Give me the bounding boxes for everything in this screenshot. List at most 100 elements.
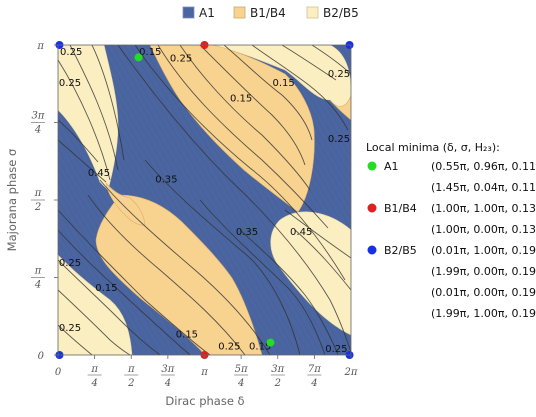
x-tick-label: π — [90, 364, 98, 375]
contour-label: 0.15 — [230, 94, 252, 105]
y-tick-denominator: 4 — [34, 125, 41, 136]
contour-label: 0.25 — [59, 258, 81, 269]
minima-legend-value: (1.00π, 0.00π, 0.13) — [431, 223, 536, 236]
contour-label: 0.25 — [325, 344, 347, 355]
region-b1b4-right-edge — [329, 95, 351, 121]
contour-label: 0.25 — [218, 342, 240, 353]
texture-line — [273, 45, 351, 179]
minima-legend-value: (1.99π, 1.00π, 0.19) — [431, 307, 536, 320]
minimum-point — [134, 53, 143, 62]
x-tick-denominator: 2 — [274, 378, 281, 389]
contour-line — [69, 45, 119, 171]
legend-swatch-b1b4 — [233, 6, 246, 19]
contour-line — [223, 45, 313, 141]
contour-line — [58, 324, 93, 355]
region-b1b4-bridge — [105, 181, 146, 226]
y-tick-label: 0 — [38, 351, 45, 362]
texture-line — [105, 45, 287, 355]
contour-label: 0.45 — [290, 227, 312, 238]
texture-line — [58, 168, 167, 355]
x-tick-denominator: 4 — [164, 378, 171, 389]
legend-swatch-a1 — [182, 6, 195, 19]
x-tick-denominator: 4 — [237, 378, 244, 389]
texture-line — [117, 45, 299, 355]
contour-line — [58, 59, 111, 181]
minima-legend-rows: A1 (0.55π, 0.96π, 0.11) (1.45π, 0.04π, 0.1… — [367, 160, 536, 320]
contour-line — [294, 229, 351, 291]
minima-legend-value: (0.01π, 1.00π, 0.19) — [431, 244, 536, 257]
contour-line — [58, 119, 99, 163]
contour-line — [117, 45, 351, 353]
contour-label: 0.45 — [88, 168, 110, 179]
contour-label: 0.25 — [60, 47, 82, 58]
minima-legend-dot — [367, 203, 377, 213]
contour-line — [251, 45, 349, 131]
y-axis-ticks: 0 π 4 π 2 3π 4 π — [31, 41, 58, 362]
region-b2b5-bottom-left — [58, 254, 133, 355]
minima-legend-value: (1.99π, 0.00π, 0.19) — [431, 265, 536, 278]
contour-label: 0.15 — [249, 342, 271, 353]
legend-label-b2b5: B2/B5 — [323, 6, 359, 20]
minima-legend-value: (0.55π, 0.96π, 0.11) — [431, 160, 536, 173]
x-tick-label: 2π — [344, 367, 358, 378]
texture-line — [58, 158, 173, 355]
x-tick-label: π — [200, 367, 208, 378]
x-tick-label: 7π — [308, 364, 321, 375]
contour-line — [239, 229, 339, 355]
y-tick-label: π — [34, 266, 42, 277]
region-b2b5-right — [270, 211, 351, 336]
contour-label: 0.35 — [155, 174, 177, 185]
minima-legend-dot — [367, 245, 377, 255]
texture-line — [58, 178, 161, 355]
contour-label: 0.25 — [59, 78, 81, 89]
x-tick-label: 3π — [271, 364, 284, 375]
x-tick-label: 3π — [161, 364, 174, 375]
x-tick-denominator: 2 — [127, 378, 134, 389]
minima-legend-value: (1.45π, 0.04π, 0.11) — [431, 181, 536, 194]
minima-legend: Local minima (δ, σ, H₂₃): A1 (0.55π, 0.96… — [366, 141, 536, 320]
contour-line — [281, 45, 337, 81]
region-legend: A1 B1/B4 B2/B5 — [182, 6, 359, 20]
contour-line — [58, 259, 161, 355]
contour-label: 0.25 — [59, 323, 81, 334]
texture-line — [0, 45, 4, 355]
legend-label-a1: A1 — [199, 6, 215, 20]
y-tick-label: π — [36, 41, 44, 52]
contour-line — [58, 209, 211, 355]
legend-label-b1b4: B1/B4 — [250, 6, 286, 20]
texture-line — [123, 45, 305, 355]
minima-legend-dot — [367, 161, 377, 171]
texture-line — [129, 45, 311, 355]
contour-line — [199, 199, 326, 355]
contour-line — [58, 139, 107, 183]
contour-line — [284, 209, 351, 259]
x-tick-denominator: 4 — [90, 378, 97, 389]
contour-labels: 0.25 0.15 0.25 0.25 0.15 0.15 0.25 0.25 0.45 0.35… — [59, 47, 350, 355]
x-tick-label: 0 — [55, 367, 62, 378]
x-tick-label: π — [127, 364, 135, 375]
minima-legend-name: B1/B4 — [384, 202, 417, 215]
contour-line — [99, 179, 271, 355]
x-tick-denominator: 4 — [310, 378, 317, 389]
contour-label: 0.25 — [328, 134, 350, 145]
texture-line — [99, 45, 281, 355]
x-axis-ticks: 0 π 4 π 2 3π 4 π 5π 4 3π 2 7π 4 2π — [55, 355, 358, 389]
region-b1b4-middle — [95, 194, 263, 355]
contour-line — [311, 45, 351, 75]
minima-legend-value: (1.00π, 1.00π, 0.13) — [431, 202, 536, 215]
contour-line — [144, 159, 301, 355]
texture-line — [279, 45, 351, 168]
contour-label: 0.15 — [139, 47, 161, 58]
x-tick-label: 5π — [235, 364, 248, 375]
contour-line — [87, 194, 246, 355]
texture-line — [285, 45, 351, 158]
y-axis-title: Majorana phase σ — [5, 149, 19, 252]
y-tick-label: π — [34, 188, 42, 199]
minima-legend-title: Local minima (δ, σ, H₂₃): — [366, 141, 500, 154]
contour-label: 0.25 — [170, 53, 192, 64]
contour-line — [134, 45, 346, 281]
y-tick-denominator: 2 — [34, 202, 41, 213]
contour-line — [199, 45, 306, 166]
contour-label: 0.15 — [176, 329, 198, 340]
minimum-point — [266, 338, 275, 347]
